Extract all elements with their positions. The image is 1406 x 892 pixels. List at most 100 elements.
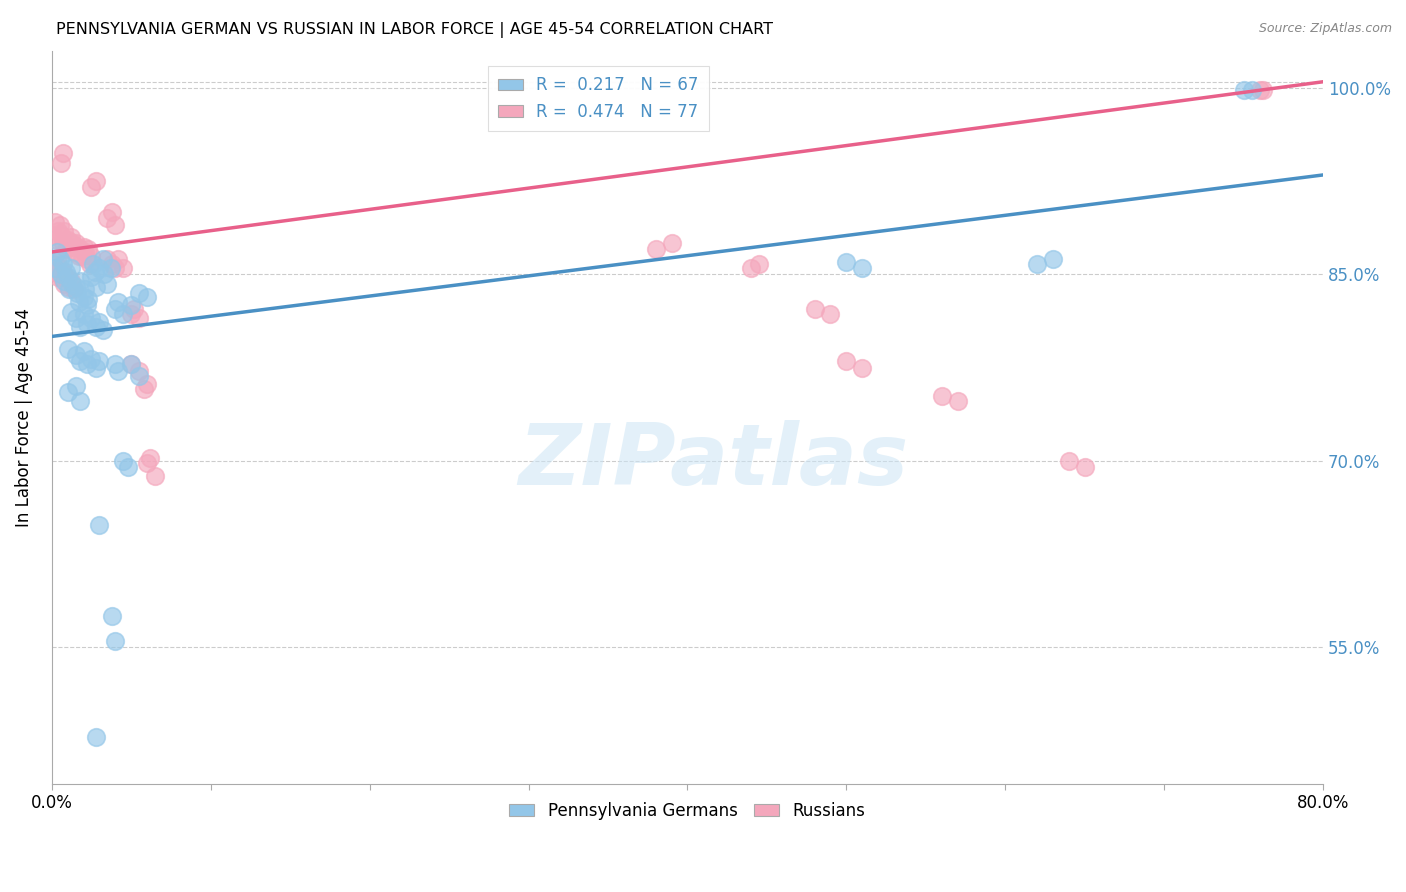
Point [44, 265, 66, 279]
Point [89, 261, 111, 276]
Point [80, 351, 103, 366]
Point [66, 285, 89, 300]
Point [63, 244, 86, 259]
Point [69, 274, 91, 288]
Point [52, 145, 75, 160]
Point [80, 180, 103, 194]
Point [1249, 83, 1271, 97]
Point [44, 215, 66, 229]
Point [93, 268, 115, 282]
Point [42, 257, 65, 271]
Point [107, 364, 129, 378]
Point [89, 518, 111, 533]
Point [75, 244, 97, 259]
Point [101, 609, 124, 624]
Point [120, 357, 142, 371]
Point [84, 174, 107, 188]
Point [59, 230, 82, 244]
Point [72, 290, 94, 304]
Point [65, 236, 87, 251]
Text: ZIPatlas: ZIPatlas [517, 420, 908, 503]
Point [70, 249, 93, 263]
Point [80, 310, 103, 325]
Point [124, 302, 146, 317]
Point [107, 252, 129, 267]
Point [51, 268, 73, 282]
Point [56, 279, 79, 293]
Point [69, 319, 91, 334]
Point [748, 257, 770, 271]
Point [69, 354, 91, 368]
Point [52, 265, 75, 279]
Point [84, 730, 107, 744]
Point [65, 310, 87, 325]
Point [42, 227, 65, 242]
Point [56, 269, 79, 284]
Point [1233, 83, 1256, 97]
Point [128, 369, 150, 384]
Point [1042, 252, 1064, 267]
Point [56, 385, 79, 400]
Point [75, 282, 97, 296]
Point [117, 459, 139, 474]
Point [120, 298, 142, 312]
Point [931, 389, 953, 403]
Point [96, 277, 118, 292]
Point [91, 252, 114, 267]
Point [59, 304, 82, 318]
Point [59, 261, 82, 276]
Point [136, 456, 159, 470]
Point [104, 261, 127, 276]
Point [132, 382, 155, 396]
Point [100, 261, 122, 276]
Point [112, 453, 135, 467]
Point [835, 255, 858, 269]
Point [84, 319, 107, 334]
Point [851, 360, 873, 375]
Point [56, 342, 79, 356]
Point [83, 265, 105, 279]
Point [107, 294, 129, 309]
Point [104, 302, 127, 317]
Point [46, 224, 69, 238]
Point [946, 394, 969, 409]
Point [45, 252, 67, 267]
Point [128, 364, 150, 378]
Point [120, 307, 142, 321]
Point [69, 243, 91, 257]
Point [1240, 83, 1263, 97]
Point [45, 244, 67, 259]
Point [51, 227, 73, 242]
Point [1251, 83, 1274, 97]
Point [76, 317, 98, 331]
Point [53, 277, 76, 292]
Point [76, 252, 98, 267]
Point [740, 261, 762, 276]
Point [80, 249, 103, 263]
Point [96, 252, 118, 267]
Point [96, 211, 118, 226]
Point [69, 394, 91, 409]
Point [79, 257, 101, 271]
Point [82, 257, 104, 271]
Point [84, 279, 107, 293]
Point [44, 261, 66, 276]
Point [66, 240, 89, 254]
Point [65, 348, 87, 362]
Text: Source: ZipAtlas.com: Source: ZipAtlas.com [1258, 22, 1392, 36]
Point [46, 269, 69, 284]
Point [56, 233, 79, 247]
Point [80, 269, 103, 284]
Point [63, 282, 86, 296]
Point [77, 292, 100, 306]
Point [62, 236, 84, 251]
Point [76, 357, 98, 371]
Point [48, 218, 70, 232]
Point [143, 468, 166, 483]
Point [58, 282, 80, 296]
Point [661, 236, 683, 251]
Point [53, 274, 76, 288]
Point [51, 269, 73, 284]
Point [851, 261, 873, 276]
Point [55, 243, 77, 257]
